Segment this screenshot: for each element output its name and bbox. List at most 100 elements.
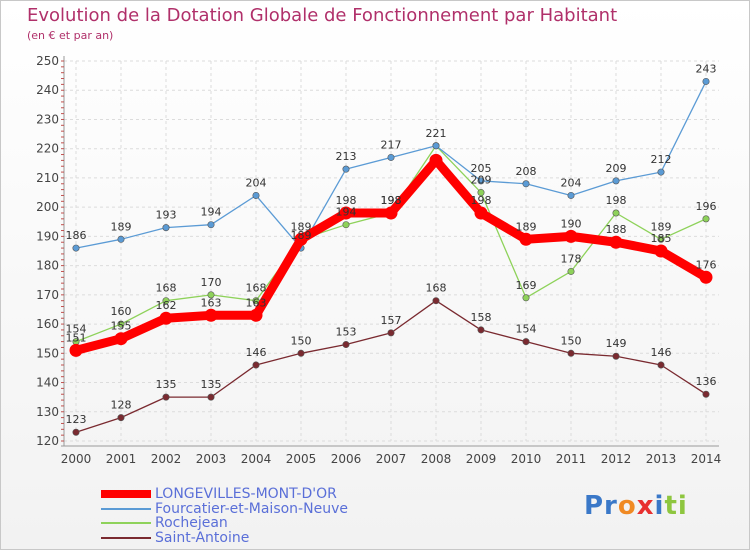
legend-swatch-icon [101, 522, 151, 524]
data-point [204, 308, 218, 322]
data-label: 151 [66, 331, 87, 344]
y-tick-label: 140 [36, 376, 59, 390]
x-tick-label: 2002 [151, 452, 182, 466]
data-label: 155 [111, 320, 132, 333]
data-label: 149 [606, 337, 627, 350]
data-label: 189 [291, 220, 312, 233]
data-point [612, 177, 620, 185]
x-tick-label: 2014 [691, 452, 722, 466]
data-label: 189 [291, 229, 312, 242]
legend-label: Fourcatier-et-Maison-Neuve [155, 501, 348, 517]
data-label: 146 [651, 346, 672, 359]
data-label: 136 [696, 375, 717, 388]
y-tick-label: 200 [36, 200, 59, 214]
data-label: 198 [606, 194, 627, 207]
data-label: 198 [336, 194, 357, 207]
x-tick-label: 2011 [556, 452, 587, 466]
legend-swatch-icon [101, 508, 151, 510]
data-point [339, 206, 353, 220]
x-tick-label: 2008 [421, 452, 452, 466]
chart-subtitle: (en € et par an) [27, 29, 114, 42]
data-point [117, 320, 125, 328]
data-label: 190 [561, 217, 582, 230]
data-point [297, 349, 305, 357]
data-point [432, 297, 440, 305]
x-tick-label: 2009 [466, 452, 497, 466]
data-label: 209 [471, 174, 492, 187]
data-point [522, 180, 530, 188]
y-tick-label: 250 [36, 54, 59, 68]
data-point [702, 390, 710, 398]
data-point [159, 311, 173, 325]
legend-item-fourcatier: Fourcatier-et-Maison-Neuve [101, 502, 348, 516]
data-label: 158 [471, 311, 492, 324]
data-label: 160 [111, 305, 132, 318]
x-tick-label: 2010 [511, 452, 542, 466]
y-tick-label: 150 [36, 346, 59, 360]
data-label: 163 [201, 296, 222, 309]
data-label: 157 [381, 314, 402, 327]
y-tick-label: 240 [36, 83, 59, 97]
data-point [117, 414, 125, 422]
y-tick-label: 230 [36, 112, 59, 126]
x-tick-label: 2005 [286, 452, 317, 466]
data-label: 178 [561, 252, 582, 265]
y-tick-label: 120 [36, 434, 59, 448]
legend-swatch-icon [101, 537, 151, 539]
data-point [342, 165, 350, 173]
data-point [252, 191, 260, 199]
data-point [477, 326, 485, 334]
data-point [657, 235, 665, 243]
data-point [387, 153, 395, 161]
y-tick-label: 180 [36, 259, 59, 273]
y-tick-label: 170 [36, 288, 59, 302]
data-point [519, 232, 533, 246]
data-label: 162 [156, 299, 177, 312]
data-point [207, 393, 215, 401]
data-point [207, 291, 215, 299]
legend-item-saint-antoine: Saint-Antoine [101, 531, 249, 545]
data-point [114, 332, 128, 346]
legend-label: Saint-Antoine [155, 530, 250, 546]
data-label: 198 [381, 194, 402, 207]
data-point [69, 343, 83, 357]
data-label: 154 [66, 323, 87, 336]
data-label: 170 [201, 276, 222, 289]
data-point [567, 267, 575, 275]
data-label: 185 [651, 232, 672, 245]
data-point [162, 224, 170, 232]
data-label: 168 [246, 282, 267, 295]
data-point [207, 221, 215, 229]
x-tick-label: 2012 [601, 452, 632, 466]
data-label: 204 [561, 176, 582, 189]
data-label: 243 [696, 62, 717, 75]
data-label: 221 [426, 127, 447, 140]
legend-swatch-icon [101, 490, 151, 498]
data-point [702, 77, 710, 85]
data-label: 169 [516, 279, 537, 292]
legend-item-longevilles: LONGEVILLES-MONT-D'OR [101, 487, 337, 501]
data-point [252, 297, 260, 305]
data-point [384, 206, 398, 220]
data-label: 176 [696, 258, 717, 271]
data-label: 123 [66, 413, 87, 426]
data-label: 146 [246, 346, 267, 359]
data-point [117, 235, 125, 243]
chart-title: Evolution de la Dotation Globale de Fonc… [27, 5, 618, 26]
data-label: 208 [516, 165, 537, 178]
data-point [72, 428, 80, 436]
data-label: 186 [66, 229, 87, 242]
data-label: 153 [336, 326, 357, 339]
data-label: 196 [696, 200, 717, 213]
y-tick-label: 160 [36, 317, 59, 331]
data-point [249, 308, 263, 322]
data-point [564, 229, 578, 243]
data-point [609, 235, 623, 249]
data-point [477, 189, 485, 197]
data-label: 212 [651, 153, 672, 166]
x-tick-label: 2004 [241, 452, 272, 466]
legend-item-rochejean: Rochejean [101, 516, 228, 530]
data-label: 163 [246, 296, 267, 309]
data-label: 189 [651, 220, 672, 233]
